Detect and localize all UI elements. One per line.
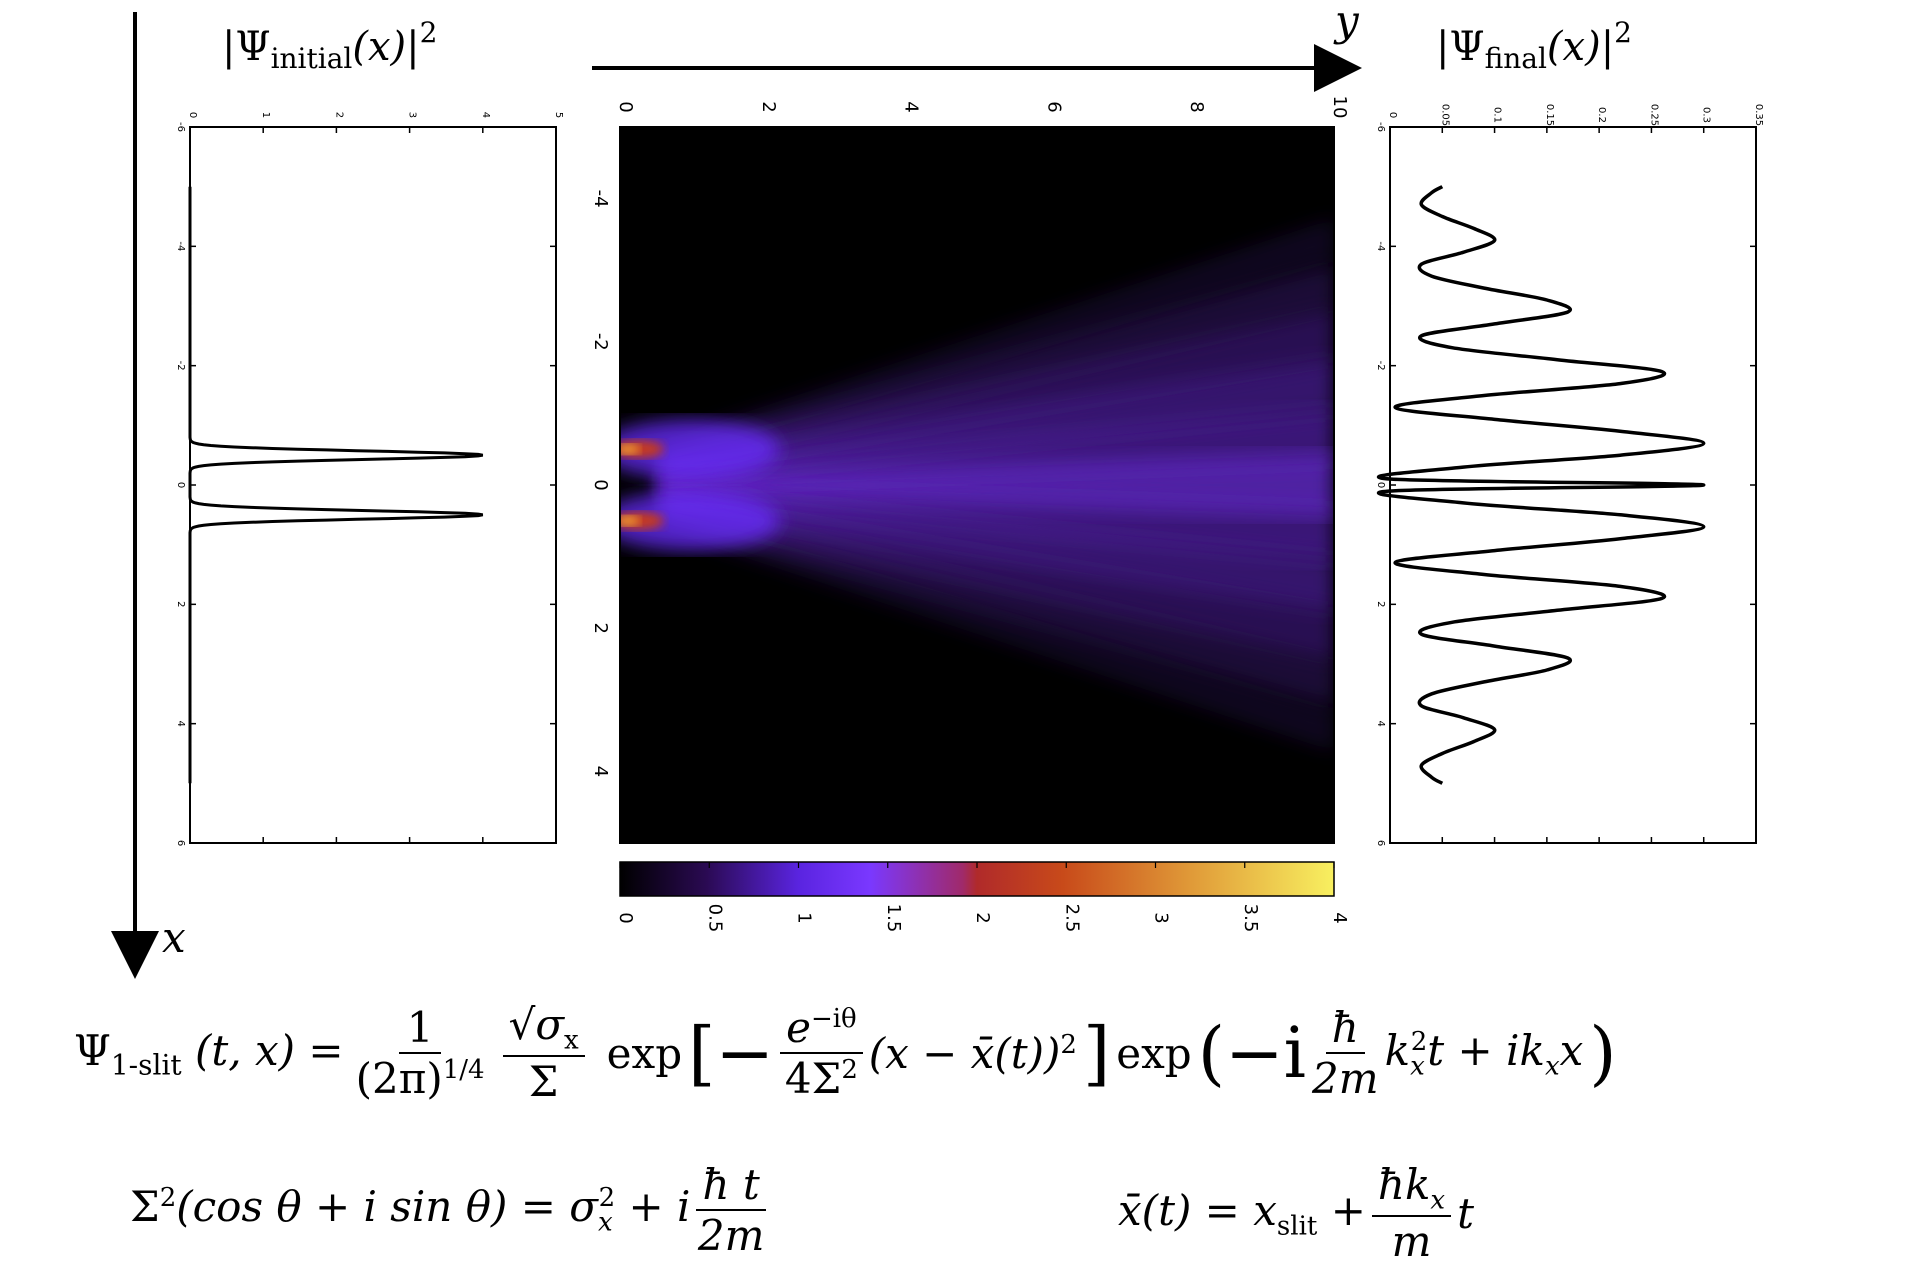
heatmap-y-tick: 10 bbox=[1329, 96, 1350, 119]
heatmap-x-tick: -2 bbox=[590, 333, 611, 351]
colorbar-tick-label: 0.5 bbox=[704, 904, 725, 933]
colorbar-tick-label: 2.5 bbox=[1061, 904, 1082, 933]
value-tick-label: 0.05 bbox=[1439, 104, 1450, 126]
fringe bbox=[660, 494, 1334, 661]
x-tick-label: 6 bbox=[1375, 840, 1386, 846]
value-tick-label: 0.15 bbox=[1544, 104, 1555, 126]
colorbar-tick-label: 0 bbox=[615, 912, 636, 923]
x-tick-label: 0 bbox=[1375, 482, 1386, 488]
heatmap-y-tick: 0 bbox=[615, 101, 636, 112]
x-tick-label: 6 bbox=[175, 840, 186, 846]
heatmap-x-tick: 0 bbox=[590, 479, 611, 490]
fringe bbox=[660, 501, 1334, 706]
equation-psi-1slit: Ψ1-slit (t, x) = 1 (2π)1/4 √σx Σ exp [− … bbox=[74, 1000, 1617, 1107]
x-tick-label: -2 bbox=[1375, 361, 1386, 371]
final-title: |Ψfinal(x)|2 bbox=[1436, 16, 1632, 75]
initial-plot: -6 -4 -2 0 2 4 6 0 1 2 3 4 5 bbox=[175, 112, 564, 846]
x-tick-label: -2 bbox=[175, 361, 186, 371]
colorbar-tick-label: 2 bbox=[972, 912, 993, 923]
heatmap-x-tick: -4 bbox=[590, 190, 611, 208]
initial-plot-frame bbox=[189, 126, 557, 844]
fringe bbox=[660, 264, 1334, 469]
heatmap-y-tick: 8 bbox=[1186, 101, 1207, 112]
heatmap: 0 2 4 6 8 10 -4 -2 0 2 4 0 0.5 1 1.5 2 2.5 3 3.5 4 bbox=[590, 96, 1350, 933]
heatmap-x-tick: 4 bbox=[590, 766, 611, 777]
heatmap-x-tick: 2 bbox=[590, 622, 611, 633]
colorbar-tick-label: 3.5 bbox=[1240, 904, 1261, 933]
x-axis-label: x bbox=[162, 913, 186, 962]
equation-sigma: Σ2(cos θ + i sin θ) = σx2 + i ħ t 2m bbox=[130, 1160, 766, 1260]
x-tick-label: 2 bbox=[175, 601, 186, 607]
value-tick-label: 0.3 bbox=[1701, 107, 1712, 123]
value-tick-label: 3 bbox=[407, 112, 418, 118]
value-tick-label: 4 bbox=[480, 112, 491, 118]
value-tick-label: 1 bbox=[260, 112, 271, 118]
slit-core bbox=[620, 444, 640, 455]
heatmap-frame bbox=[619, 126, 1335, 844]
equation-xbar: x̄(t) = xslit + ħkx m t bbox=[1118, 1160, 1474, 1267]
fringe bbox=[660, 508, 1334, 752]
x-tick-label: 4 bbox=[175, 720, 186, 726]
value-tick-label: 0.1 bbox=[1492, 107, 1503, 123]
colorbar-tick-label: 1.5 bbox=[883, 904, 904, 933]
value-tick-label: 0 bbox=[187, 112, 198, 118]
x-tick-label: 2 bbox=[1375, 601, 1386, 607]
x-tick-label: -4 bbox=[1375, 241, 1386, 251]
value-tick-label: 0 bbox=[1387, 112, 1398, 118]
colorbar-tick-label: 3 bbox=[1151, 912, 1172, 923]
slit-core bbox=[620, 515, 640, 526]
value-tick-label: 0.25 bbox=[1648, 104, 1659, 126]
x-tick-label: 0 bbox=[175, 482, 186, 488]
initial-title: |Ψinitial(x)|2 bbox=[222, 16, 437, 75]
heatmap-y-tick: 6 bbox=[1043, 101, 1064, 112]
value-tick-label: 5 bbox=[553, 112, 564, 118]
colorbar-tick-label: 4 bbox=[1329, 912, 1350, 923]
value-tick-label: 0.35 bbox=[1753, 104, 1764, 126]
value-tick-label: 0.2 bbox=[1596, 107, 1607, 123]
x-tick-label: -4 bbox=[175, 241, 186, 251]
final-plot: -6 -4 -2 0 2 4 6 0 0.05 0.1 0.15 0.2 0.25 0.3 0.35 bbox=[1375, 104, 1764, 846]
y-axis-label: y bbox=[1333, 0, 1360, 45]
x-tick-label: -6 bbox=[175, 122, 186, 132]
final-curve bbox=[1377, 185, 1706, 785]
slit-glow bbox=[620, 419, 780, 480]
x-tick-label: 4 bbox=[1375, 720, 1386, 726]
heatmap-y-tick: 4 bbox=[901, 101, 922, 112]
initial-curve bbox=[188, 186, 484, 784]
x-tick-label: -6 bbox=[1375, 122, 1386, 132]
colorbar-tick-label: 1 bbox=[794, 912, 815, 923]
heatmap-y-tick: 2 bbox=[758, 101, 779, 112]
fringe bbox=[660, 309, 1334, 476]
fringe bbox=[660, 218, 1334, 462]
value-tick-label: 2 bbox=[333, 112, 344, 118]
slit-glow bbox=[620, 490, 780, 551]
